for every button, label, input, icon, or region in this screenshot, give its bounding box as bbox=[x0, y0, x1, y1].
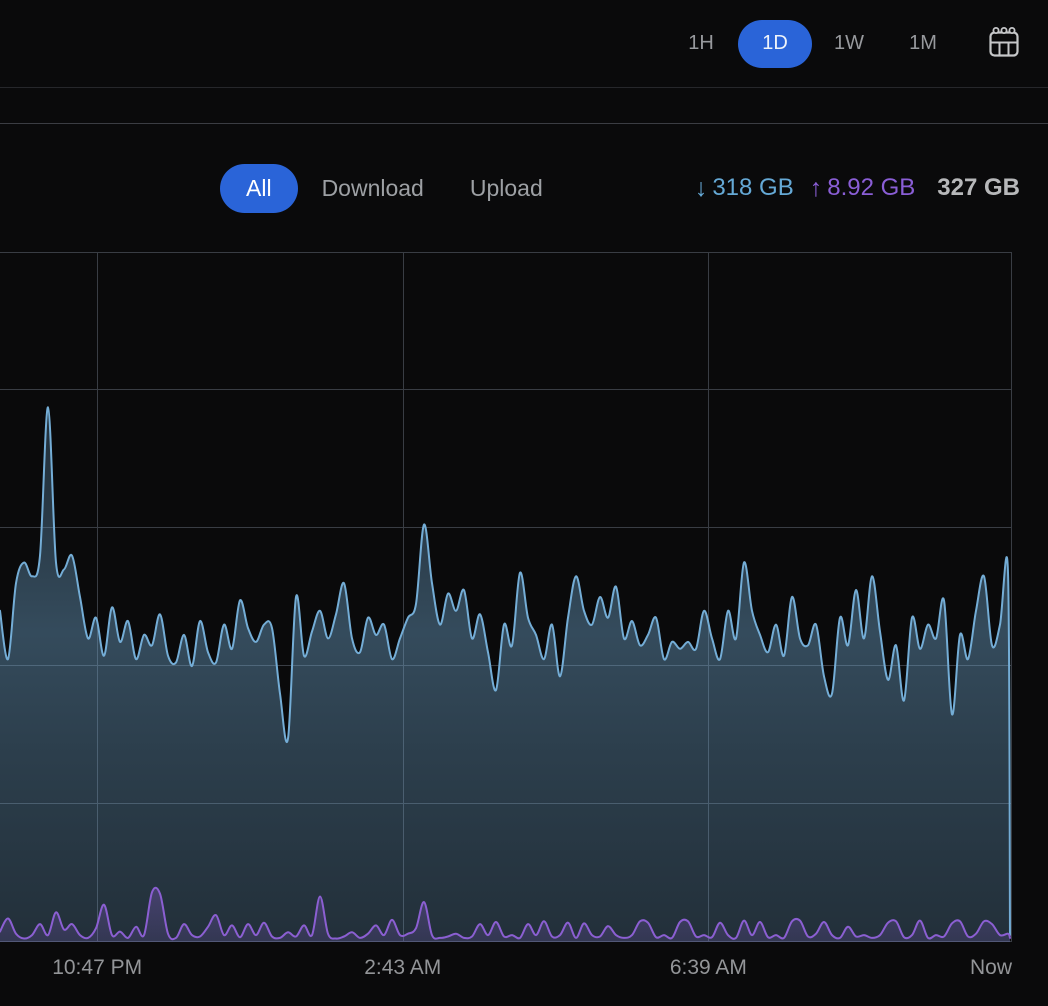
time-range-1w[interactable]: 1W bbox=[812, 20, 886, 68]
x-axis-label: Now bbox=[969, 956, 1012, 979]
filter-download[interactable]: Download bbox=[322, 164, 424, 213]
filter-upload[interactable]: Upload bbox=[470, 164, 543, 213]
x-axis-label: 6:39 AM bbox=[669, 956, 747, 979]
x-axis: 10:47 PM 2:43 AM 6:39 AM Now bbox=[0, 942, 1048, 1006]
download-total-value: 318 GB bbox=[712, 174, 794, 201]
traffic-area-chart bbox=[0, 252, 1048, 942]
upload-total: ↑ 8.92 GB bbox=[810, 174, 916, 202]
combined-total-value: 327 GB bbox=[937, 174, 1020, 201]
traffic-chart-canvas bbox=[0, 252, 1012, 942]
chart-toolbar: All Download Upload ↓ 318 GB ↑ 8.92 GB 3… bbox=[0, 124, 1048, 252]
traffic-filter-tabs: All Download Upload bbox=[220, 163, 589, 213]
upload-total-value: 8.92 GB bbox=[827, 174, 916, 201]
time-range-1d[interactable]: 1D bbox=[738, 19, 812, 68]
x-axis-label: 2:43 AM bbox=[364, 956, 442, 979]
time-range-bar: 1H 1D 1W 1M bbox=[0, 0, 1048, 88]
upload-arrow-icon: ↑ bbox=[809, 173, 823, 202]
time-range-1h[interactable]: 1H bbox=[664, 20, 738, 68]
filter-all[interactable]: All bbox=[220, 163, 298, 213]
calendar-icon bbox=[986, 23, 1022, 64]
traffic-stats: ↓ 318 GB ↑ 8.92 GB 327 GB bbox=[695, 174, 1020, 202]
time-range-1m[interactable]: 1M bbox=[886, 20, 960, 68]
panel-divider-strip bbox=[0, 88, 1048, 124]
download-total: ↓ 318 GB bbox=[695, 174, 794, 202]
download-arrow-icon: ↓ bbox=[694, 173, 708, 202]
calendar-button[interactable] bbox=[986, 23, 1022, 64]
x-axis-label: 10:47 PM bbox=[52, 956, 143, 979]
